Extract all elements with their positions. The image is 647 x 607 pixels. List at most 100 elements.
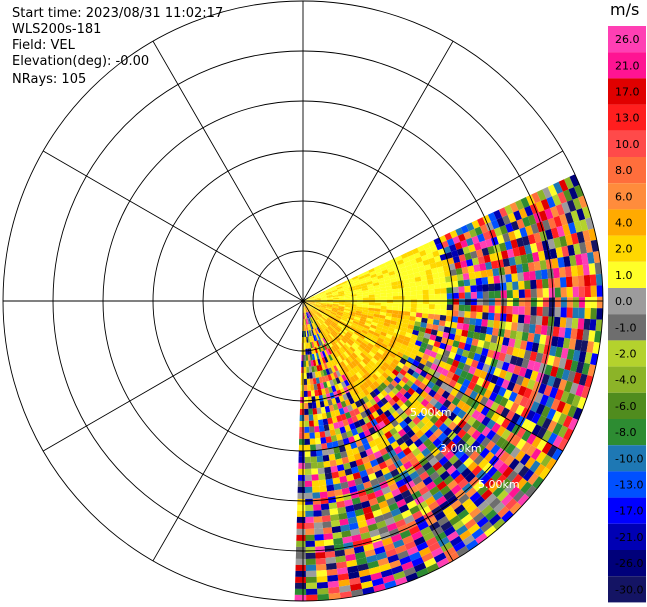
velocity-gate [568, 187, 579, 200]
velocity-gate [384, 517, 396, 526]
velocity-gate [305, 306, 308, 313]
velocity-gate [452, 292, 459, 299]
velocity-gate [568, 338, 577, 350]
velocity-gate [482, 363, 491, 373]
velocity-gate [530, 242, 538, 254]
velocity-gate [488, 312, 495, 321]
velocity-gate [340, 319, 347, 324]
velocity-gate [519, 340, 528, 350]
velocity-gate [496, 489, 509, 502]
velocity-gate [313, 306, 320, 310]
velocity-gate [456, 545, 469, 558]
velocity-gate [330, 410, 337, 418]
velocity-gate [323, 322, 329, 328]
velocity-gate [356, 557, 368, 566]
velocity-gate [492, 485, 505, 498]
velocity-gate [312, 307, 319, 312]
velocity-gate [317, 467, 325, 475]
velocity-gate [494, 305, 501, 314]
velocity-gate [380, 389, 388, 398]
velocity-gate [506, 306, 513, 315]
velocity-gate [349, 409, 356, 418]
velocity-gate [462, 534, 475, 546]
velocity-gate [357, 273, 364, 278]
velocity-gate [303, 307, 304, 313]
velocity-gate [341, 282, 348, 287]
velocity-gate [538, 210, 548, 222]
velocity-gate [366, 362, 373, 370]
velocity-gate [452, 310, 459, 317]
velocity-gate [428, 240, 436, 248]
velocity-gate [376, 400, 385, 409]
velocity-gate [545, 229, 554, 240]
velocity-gate [340, 329, 347, 335]
velocity-gate [508, 256, 516, 266]
velocity-gate [317, 339, 322, 346]
velocity-gate [453, 298, 459, 305]
velocity-gate [320, 302, 327, 305]
velocity-gate [309, 323, 313, 330]
velocity-gate [450, 499, 462, 511]
velocity-gate [387, 267, 395, 273]
velocity-gate [406, 500, 418, 510]
velocity-gate [464, 471, 476, 483]
velocity-gate [408, 525, 421, 536]
velocity-gate [537, 383, 547, 395]
velocity-gate [334, 336, 340, 343]
velocity-gate [317, 352, 322, 359]
velocity-gate [355, 458, 364, 467]
velocity-gate [374, 514, 385, 524]
velocity-gate [332, 320, 339, 325]
velocity-gate [563, 256, 571, 267]
velocity-gate [361, 456, 370, 465]
velocity-gate [404, 307, 411, 312]
velocity-gate [297, 480, 305, 487]
velocity-gate [314, 426, 320, 433]
velocity-gate [486, 326, 494, 335]
velocity-gate [490, 433, 501, 445]
velocity-gate [306, 324, 309, 331]
velocity-gate [320, 324, 326, 331]
velocity-gate [461, 482, 473, 494]
velocity-gate [391, 348, 399, 355]
velocity-gate [546, 408, 557, 421]
velocity-gate [344, 443, 352, 451]
velocity-gate [468, 228, 478, 238]
velocity-gate [355, 413, 363, 421]
velocity-gate [391, 281, 398, 286]
velocity-gate [465, 487, 477, 499]
velocity-gate [328, 354, 333, 361]
velocity-gate [303, 348, 306, 355]
velocity-gate [429, 471, 440, 482]
velocity-gate [308, 336, 312, 343]
velocity-gate [421, 552, 434, 563]
velocity-gate [338, 303, 345, 306]
velocity-gate [358, 320, 366, 325]
velocity-gate [356, 304, 363, 308]
velocity-gate [460, 224, 469, 234]
velocity-gate [579, 219, 589, 232]
velocity-gate [519, 227, 528, 238]
velocity-gate [320, 497, 329, 505]
velocity-gate [469, 344, 478, 353]
velocity-gate [551, 336, 559, 347]
velocity-gate [415, 281, 422, 287]
velocity-gate [317, 587, 329, 595]
velocity-gate [324, 375, 330, 382]
velocity-gate [488, 481, 500, 494]
velocity-gate [376, 442, 385, 451]
velocity-gate [482, 291, 489, 299]
velocity-gate [337, 573, 350, 581]
velocity-gate [374, 370, 382, 378]
velocity-gate [588, 330, 596, 342]
velocity-gate [483, 389, 493, 399]
velocity-gate [366, 353, 374, 360]
velocity-gate [304, 324, 306, 331]
velocity-gate [323, 343, 328, 350]
velocity-gate [311, 396, 316, 403]
velocity-gate [460, 442, 471, 453]
velocity-gate [475, 469, 487, 481]
velocity-gate [308, 366, 312, 373]
velocity-gate [421, 447, 431, 457]
velocity-gate [504, 240, 513, 251]
